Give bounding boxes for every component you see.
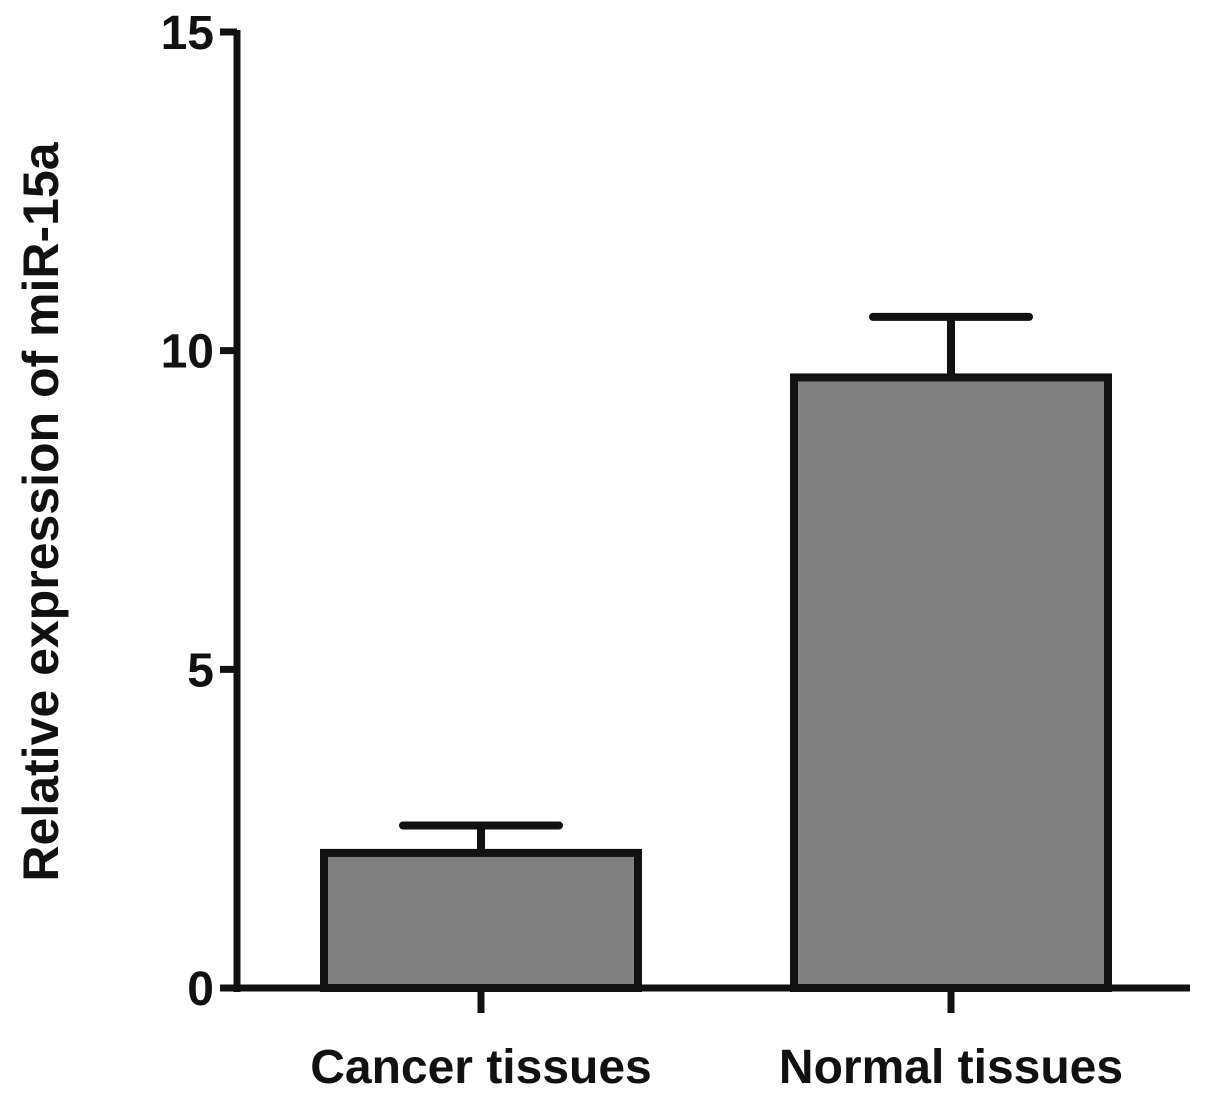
y-tick-label: 5	[187, 644, 214, 697]
bar-normal-tissues	[790, 373, 1112, 992]
y-axis-label: Relative expression of miR-15a	[13, 141, 69, 881]
y-tick-label: 0	[187, 963, 214, 1016]
x-tick-label: Cancer tissues	[310, 1041, 652, 1094]
bar-cancer-tissues	[320, 848, 642, 992]
y-tick-label: 15	[161, 7, 214, 60]
x-tick-label: Normal tissues	[779, 1041, 1123, 1094]
y-tick-label: 10	[161, 326, 214, 379]
